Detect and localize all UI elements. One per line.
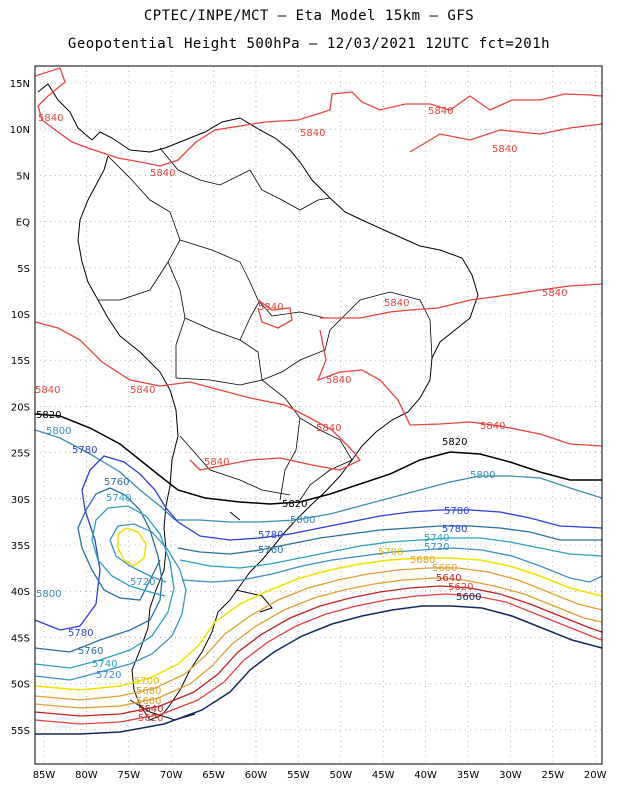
- label-5640: 5640: [138, 704, 163, 715]
- lon-label: 30W: [499, 770, 522, 781]
- label-5840: 5840: [258, 302, 283, 313]
- label-5740: 5740: [106, 493, 131, 504]
- contour-5660: [35, 577, 602, 709]
- label-5820: 5820: [36, 410, 61, 421]
- label-5800: 5800: [46, 426, 71, 437]
- label-5840: 5840: [316, 423, 341, 434]
- lat-label: 45S: [11, 633, 30, 644]
- label-5620: 5620: [138, 713, 163, 724]
- contour-5680: [35, 567, 602, 701]
- lat-label: 55S: [11, 726, 30, 737]
- label-5760: 5760: [78, 646, 103, 657]
- label-5780: 5780: [258, 530, 283, 541]
- label-5820: 5820: [282, 499, 307, 510]
- country-borders: [98, 147, 433, 501]
- label-5800: 5800: [470, 470, 495, 481]
- label-5840: 5840: [384, 298, 409, 309]
- contour-5820: [35, 413, 602, 505]
- label-5840: 5840: [35, 385, 60, 396]
- map-frame-border: [34, 65, 603, 765]
- label-5780: 5780: [442, 524, 467, 535]
- lat-label: 10N: [10, 125, 30, 136]
- label-5800: 5800: [290, 515, 315, 526]
- lon-label: 40W: [414, 770, 437, 781]
- label-5720: 5720: [96, 670, 121, 681]
- lat-label: EQ: [16, 218, 30, 229]
- label-5800: 5800: [36, 589, 61, 600]
- contour-5640: [35, 585, 602, 717]
- label-5760: 5760: [104, 477, 129, 488]
- contour-5700: [35, 557, 602, 691]
- label-5840: 5840: [326, 375, 351, 386]
- label-5740: 5740: [92, 659, 117, 670]
- contour-5840: [35, 67, 602, 471]
- label-5840: 5840: [130, 385, 155, 396]
- lat-label: 40S: [11, 587, 30, 598]
- label-5680: 5680: [410, 555, 435, 566]
- label-5640: 5640: [436, 573, 461, 584]
- lon-label: 75W: [117, 770, 140, 781]
- lon-label: 60W: [245, 770, 268, 781]
- label-5780: 5780: [72, 445, 97, 456]
- lat-label: 15N: [10, 79, 30, 90]
- label-5840: 5840: [492, 144, 517, 155]
- label-5720: 5720: [130, 577, 155, 588]
- lon-label: 85W: [33, 770, 56, 781]
- label-5780: 5780: [444, 506, 469, 517]
- label-5840: 5840: [204, 457, 229, 468]
- lon-label: 55W: [287, 770, 310, 781]
- label-5840: 5840: [428, 106, 453, 117]
- contour-5700-low-center: [117, 527, 147, 567]
- title-line-2: Geopotential Height 500hPa – 12/03/2021 …: [67, 36, 551, 52]
- label-5700: 5700: [134, 676, 159, 687]
- label-5840: 5840: [542, 288, 567, 299]
- contour-5600: [35, 605, 602, 735]
- title-line-1: CPTEC/INPE/MCT – Eta Model 15km – GFS: [143, 8, 475, 24]
- label-5680: 5680: [136, 686, 161, 697]
- lat-label: 10S: [11, 310, 30, 321]
- contour-5780: [35, 455, 602, 631]
- contour-5740: [35, 505, 602, 669]
- axis-labels: 15N 10N 5N EQ 5S 10S 15S 20S 25S 30S 35S 40S 45S 50S 5…: [10, 79, 607, 781]
- contour-5760: [35, 487, 602, 653]
- label-5840: 5840: [300, 128, 325, 139]
- label-5760: 5760: [258, 545, 283, 556]
- contour-5620: [35, 593, 602, 725]
- contour-5720: [35, 523, 602, 681]
- lon-label: 80W: [75, 770, 98, 781]
- lat-label: 5S: [17, 264, 30, 275]
- label-5820: 5820: [442, 437, 467, 448]
- lat-label: 20S: [11, 402, 30, 413]
- contour-5800: [35, 429, 602, 523]
- label-5780: 5780: [68, 628, 93, 639]
- label-5660: 5660: [136, 696, 161, 707]
- label-5840: 5840: [480, 421, 505, 432]
- label-5740: 5740: [424, 533, 449, 544]
- map-frame-background: [35, 66, 602, 764]
- label-5620: 5620: [448, 582, 473, 593]
- lon-label: 35W: [457, 770, 480, 781]
- label-5720: 5720: [424, 542, 449, 553]
- label-5700: 5700: [378, 547, 403, 558]
- label-5840: 5840: [38, 113, 63, 124]
- lat-label: 25S: [11, 449, 30, 460]
- lon-label: 20W: [584, 770, 607, 781]
- lat-label: 5N: [16, 171, 30, 182]
- lon-label: 25W: [541, 770, 564, 781]
- label-5600: 5600: [456, 592, 481, 603]
- lon-label: 50W: [329, 770, 352, 781]
- label-5840: 5840: [150, 168, 175, 179]
- label-5660: 5660: [432, 563, 457, 574]
- lon-label: 45W: [372, 770, 395, 781]
- lat-label: 15S: [11, 356, 30, 367]
- lon-label: 65W: [202, 770, 225, 781]
- lat-label: 35S: [11, 541, 30, 552]
- lat-label: 30S: [11, 495, 30, 506]
- lon-label: 70W: [160, 770, 183, 781]
- lat-label: 50S: [11, 680, 30, 691]
